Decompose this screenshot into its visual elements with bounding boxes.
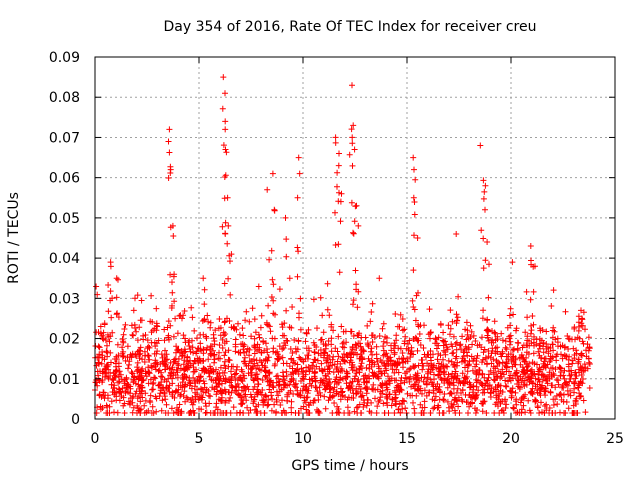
y-tick-label: 0.04 (49, 251, 80, 267)
x-tick-label: 10 (294, 431, 312, 447)
y-tick-label: 0.07 (49, 130, 80, 146)
x-tick-label: 25 (606, 431, 624, 447)
y-tick-label: 0.05 (49, 211, 80, 227)
x-tick-label: 0 (91, 431, 100, 447)
y-tick-label: 0.06 (49, 171, 80, 187)
roti-points (92, 74, 593, 416)
plot-frame (94, 56, 616, 420)
x-tick-label: 15 (398, 431, 416, 447)
y-tick-label: 0.08 (49, 90, 80, 106)
y-tick-label: 0.02 (49, 332, 80, 348)
y-tick-label: 0.09 (49, 50, 80, 66)
x-tick-labels: 0 5 10 15 20 25 (91, 431, 624, 447)
y-tick-label: 0.03 (49, 291, 80, 307)
axis-ticks (94, 56, 616, 420)
y-axis-label: ROTI / TECUs (6, 192, 22, 284)
data-points (92, 74, 593, 416)
x-tick-label: 5 (195, 431, 204, 447)
chart-title: Day 354 of 2016, Rate Of TEC Index for r… (163, 19, 536, 35)
y-tick-labels: 0 0.01 0.02 0.03 0.04 0.05 0.06 0.07 0.08 0.09 (49, 50, 80, 428)
y-tick-label: 0 (71, 412, 80, 428)
y-tick-label: 0.01 (49, 372, 80, 388)
x-tick-label: 20 (502, 431, 520, 447)
x-axis-label: GPS time / hours (291, 458, 408, 474)
